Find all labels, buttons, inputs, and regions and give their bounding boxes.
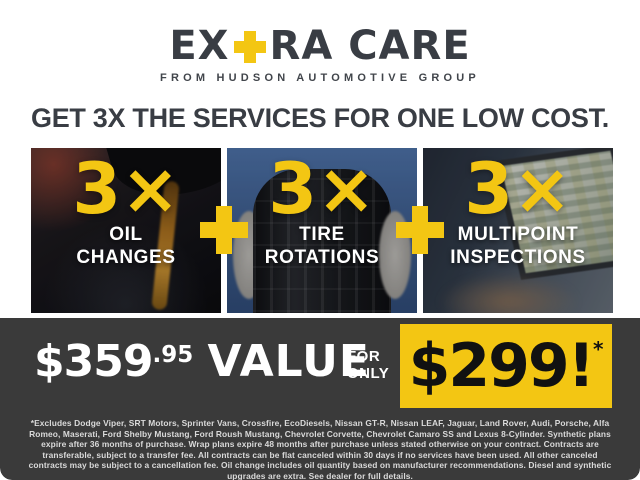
value-word: VALUE	[207, 336, 370, 387]
multiplier-3x: 3×	[72, 148, 180, 230]
label-line: CHANGES	[76, 246, 176, 268]
value-price: $359.95 VALUE	[34, 340, 370, 384]
headline: GET 3X THE SERVICES FOR ONE LOW COST.	[31, 103, 609, 133]
sale-price-text: $299!	[408, 331, 595, 401]
only-line: ONLY	[347, 365, 390, 383]
multiplier-3x: 3×	[464, 148, 572, 230]
plus-icon	[396, 206, 444, 254]
service-panels: 3× OIL CHANGES 3× TIRE ROTATIONS	[31, 148, 613, 313]
logo-tagline: FROM HUDSON AUTOMOTIVE GROUP	[160, 72, 480, 84]
value-cents: .95	[152, 342, 194, 368]
plus-icon	[200, 206, 248, 254]
label-line: ROTATIONS	[264, 246, 380, 268]
sale-price: $299!*	[409, 336, 604, 396]
tire-rotations-panel: 3× TIRE ROTATIONS	[227, 148, 417, 313]
tire-rotations-label: TIRE ROTATIONS	[265, 224, 379, 270]
label-line: INSPECTIONS	[450, 246, 586, 268]
for-only-text: FOR ONLY	[347, 348, 389, 383]
tire-photo	[227, 148, 417, 313]
oil-pour-photo	[31, 148, 221, 313]
logo-plus-icon	[233, 31, 266, 63]
laptop-diagnostics-photo	[423, 148, 613, 313]
sale-price-box: $299!*	[400, 324, 612, 408]
label-line: OIL	[109, 224, 143, 245]
extra-care-logo: EX RA CARE	[0, 26, 640, 66]
hands-shape	[438, 273, 579, 313]
oil-changes-label: OIL CHANGES	[76, 224, 175, 270]
oil-changes-panel: 3× OIL CHANGES	[31, 148, 221, 313]
pricing-footer: $359.95 VALUE FOR ONLY $299!* *Excludes …	[0, 318, 640, 480]
multipoint-inspections-panel: 3× MULTIPOINT INSPECTIONS	[423, 148, 613, 313]
logo-text-ex: EX	[169, 23, 230, 69]
multiplier-3x: 3×	[268, 148, 376, 230]
for-line: FOR	[347, 348, 381, 365]
footnote-asterisk: *	[592, 337, 604, 361]
multipoint-inspections-label: MULTIPOINT INSPECTIONS	[450, 224, 585, 270]
label-line: MULTIPOINT	[457, 224, 579, 245]
disclaimer-fine-print: *Excludes Dodge Viper, SRT Motors, Sprin…	[28, 418, 612, 480]
label-line: TIRE	[299, 224, 345, 245]
value-dollars: $359	[34, 336, 153, 387]
logo-text-ra-care: RA CARE	[269, 23, 471, 69]
